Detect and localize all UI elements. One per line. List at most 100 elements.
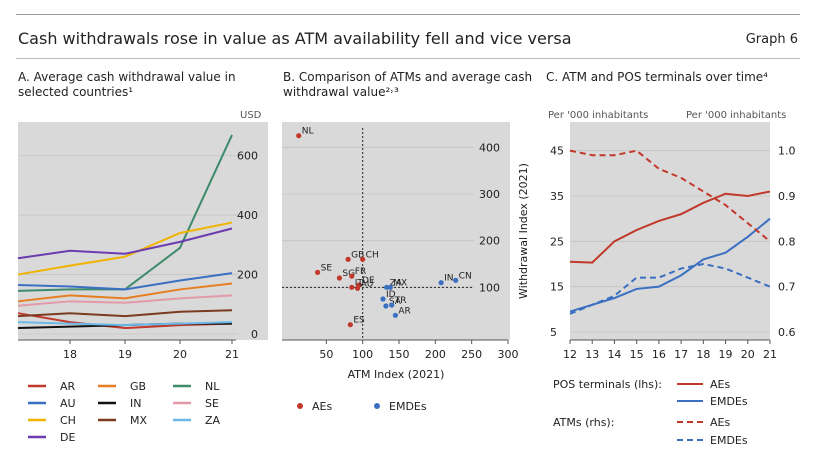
panel-a-x-tick: 21 xyxy=(225,348,239,361)
legend-a-label-ch: CH xyxy=(60,414,76,427)
panel-b-y-tick: 200 xyxy=(479,235,500,248)
panel-c-x-tick: 12 xyxy=(563,348,577,361)
panel-b-point-label-za: ZA xyxy=(390,278,403,288)
panel-c-y-tick-right: 0.9 xyxy=(778,190,796,203)
panel-b-point-nl xyxy=(296,133,302,139)
panel-b-y-tick: 400 xyxy=(479,141,500,154)
panel-c-title: C. ATM and POS terminals over time⁴ xyxy=(546,70,768,84)
legend-b-emdes-marker xyxy=(374,403,380,409)
panel-c-x-tick: 13 xyxy=(585,348,599,361)
panel-b-plot-bg xyxy=(282,122,510,340)
panel-c-unit-right: Per '000 inhabitants xyxy=(686,110,787,121)
panel-b-point-label-se: SE xyxy=(321,263,333,273)
panel-c-y-tick-right: 0.7 xyxy=(778,281,796,294)
panel-c-series-0 xyxy=(569,190,771,264)
legend-c-pos-label: POS terminals (lhs): xyxy=(553,378,662,391)
panel-b-point-label-gb: GB xyxy=(351,250,364,260)
panel-c-x-tick: 20 xyxy=(741,348,755,361)
legend-a-label-za: ZA xyxy=(205,414,221,427)
panel-a-plot-bg xyxy=(18,122,268,340)
panel-b-point-es xyxy=(347,322,353,328)
panel-c-y-tick-right: 0.6 xyxy=(778,326,796,339)
panel-a-y-tick: 400 xyxy=(237,209,258,222)
panel-c-x-tick: 19 xyxy=(719,348,733,361)
panel-a-series-se xyxy=(17,294,233,307)
panel-c-x-tick: 16 xyxy=(652,348,666,361)
panel-c-y-tick-left: 35 xyxy=(550,190,564,203)
panel-c-y-tick-left: 25 xyxy=(550,235,564,248)
panel-b-x-tick: 150 xyxy=(389,348,410,361)
top-rule xyxy=(16,14,800,15)
panel-a-series-au xyxy=(17,272,233,291)
panel-a-series-za xyxy=(17,321,233,327)
graph-number: Graph 6 xyxy=(745,32,798,47)
legend-a-label-gb: GB xyxy=(130,380,146,393)
panel-c-x-tick: 15 xyxy=(630,348,644,361)
panel-b-title: B. Comparison of ATMs and average cash w… xyxy=(283,70,533,99)
panel-c-x-tick: 17 xyxy=(674,348,688,361)
panel-b-x-tick: 250 xyxy=(461,348,482,361)
panel-c-y-tick-left: 45 xyxy=(550,145,564,158)
panel-b-point-label-ar: AR xyxy=(398,306,410,316)
panel-a-series-mx xyxy=(17,309,233,318)
legend-c-atm-aes-label: AEs xyxy=(710,416,730,429)
panel-b-point-label-fr: FR xyxy=(355,267,366,277)
panel-b-point-it xyxy=(349,284,355,290)
panel-b-point-label-id: ID xyxy=(386,290,396,300)
panel-c-plot-bg xyxy=(570,122,770,340)
panel-a-y-tick: 200 xyxy=(237,269,258,282)
panel-b-point-cn xyxy=(453,277,459,283)
panel-c-y-tick-left: 15 xyxy=(550,281,564,294)
panel-b-point-label-it: IT xyxy=(355,278,364,288)
panel-b-point-label-ch: CH xyxy=(366,250,379,260)
panel-b-point-label-nl: NL xyxy=(302,127,314,137)
legend-a-label-se: SE xyxy=(205,397,219,410)
panel-b-point-ar xyxy=(392,312,398,318)
panel-c-series-3 xyxy=(569,262,771,315)
legend-c-pos-emdes-label: EMDEs xyxy=(710,395,748,408)
panel-a-title: A. Average cash withdrawal value in sele… xyxy=(18,70,236,99)
legend-b-aes-label: AEs xyxy=(312,400,332,413)
legend-a-label-mx: MX xyxy=(130,414,147,427)
panel-b-ylabel: Withdrawal Index (2021) xyxy=(517,163,530,299)
panel-b-point-in xyxy=(438,280,444,286)
panel-b-point-za xyxy=(384,284,390,290)
panel-b-x-tick: 300 xyxy=(498,348,519,361)
panel-a-y-tick: 0 xyxy=(251,328,258,341)
legend-a-label-au: AU xyxy=(60,397,76,410)
legend-b-emdes-label: EMDEs xyxy=(389,400,427,413)
legend-c-atm-label: ATMs (rhs): xyxy=(553,416,614,429)
panel-b-point-tr xyxy=(389,302,395,308)
panel-c-x-tick: 14 xyxy=(607,348,621,361)
legend-a-label-in: IN xyxy=(130,397,141,410)
legend-a-label-nl: NL xyxy=(205,380,220,393)
panel-b-point-sg xyxy=(336,275,343,281)
graph-title: Cash withdrawals rose in value as ATM av… xyxy=(18,29,572,48)
panel-b-x-tick: 100 xyxy=(352,348,373,361)
panel-a-x-tick: 19 xyxy=(118,348,132,361)
panel-a-series-ch xyxy=(17,221,233,276)
panel-b-point-label-sg: SG xyxy=(342,269,355,279)
panel-b-point-label-mx: MX xyxy=(393,278,407,288)
panel-c-y-tick-right: 1.0 xyxy=(778,145,796,158)
panel-b-point-label-es: ES xyxy=(353,316,365,326)
legend-c-pos-aes-label: AEs xyxy=(710,378,730,391)
panel-a-series-de xyxy=(17,227,233,260)
legend-b-aes-marker xyxy=(297,403,303,409)
panel-b-point-fr xyxy=(349,273,355,279)
panel-b-point-label-in: IN xyxy=(444,274,453,284)
panel-b-point-sa xyxy=(383,303,389,309)
panel-c-y-tick-left: 5 xyxy=(550,326,557,339)
panel-b-xlabel: ATM Index (2021) xyxy=(348,368,445,381)
panel-b-point-au xyxy=(354,285,361,291)
panel-c-series-2 xyxy=(569,149,771,243)
panel-b-point-label-au: AU xyxy=(361,279,374,289)
panel-b-x-tick: 50 xyxy=(319,348,333,361)
legend-a-label-de: DE xyxy=(60,431,75,444)
panel-b-point-ch xyxy=(360,256,366,262)
panel-a-unit: USD xyxy=(240,110,262,121)
title-rule xyxy=(16,58,800,59)
legend-a-label-ar: AR xyxy=(60,380,76,393)
